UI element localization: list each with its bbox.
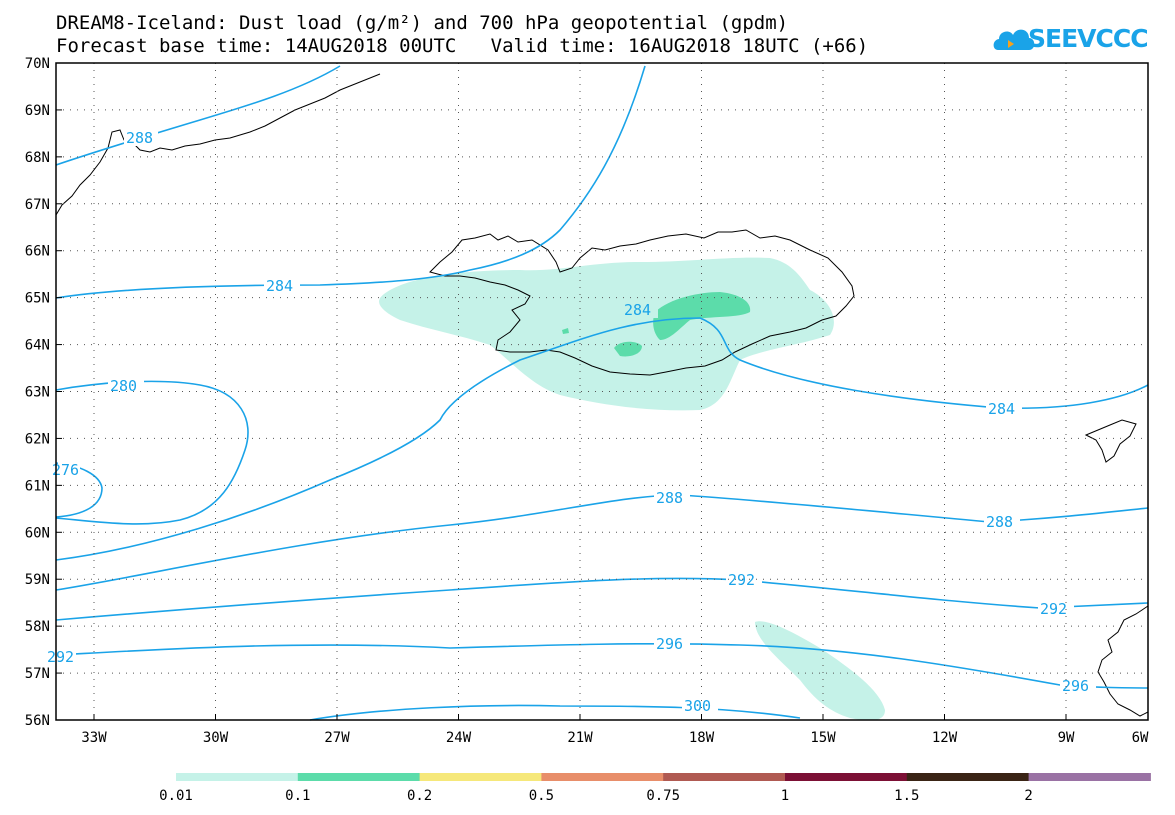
lat-label: 67N (25, 197, 50, 213)
contour-280 (55, 380, 249, 525)
lat-label: 60N (25, 525, 50, 541)
map-subtitle: Forecast base time: 14AUG2018 00UTC Vali… (56, 35, 869, 57)
lat-label: 61N (25, 478, 50, 494)
scotland-coast (1097, 605, 1149, 717)
lon-label: 18W (689, 730, 715, 746)
lon-label: 24W (446, 730, 472, 746)
iceland-coast (429, 229, 855, 376)
colorbar-label: 1.5 (894, 788, 919, 804)
lat-label: 58N (25, 619, 50, 635)
map-frame (55, 62, 1149, 721)
lon-label: 9W (1058, 730, 1075, 746)
lat-label: 65N (25, 291, 50, 307)
lat-label: 56N (25, 713, 50, 729)
grid (56, 62, 1148, 721)
lat-label: 66N (25, 244, 50, 260)
colorbar-swatch (419, 773, 542, 781)
contour-label: 276 (52, 461, 79, 479)
contour-label: 300 (684, 697, 711, 715)
colorbar-swatch (663, 773, 786, 781)
contour-288-north (55, 65, 341, 166)
lon-label: 12W (932, 730, 958, 746)
colorbar-swatch (541, 773, 664, 781)
map-title: DREAM8-Iceland: Dust load (g/m²) and 700… (56, 12, 789, 34)
lat-label: 68N (25, 150, 50, 166)
lat-label: 59N (25, 572, 50, 588)
dust-patch-2 (614, 341, 642, 357)
contour-label: 288 (126, 129, 153, 147)
contour-label: 292 (47, 648, 74, 666)
dust-shading (379, 257, 885, 721)
lon-label: 33W (81, 730, 107, 746)
contour-label: 288 (656, 489, 683, 507)
lon-label: 15W (810, 730, 836, 746)
colorbar-label: 2 (1024, 788, 1032, 804)
colorbar-swatch (906, 773, 1030, 781)
lat-label: 57N (25, 666, 50, 682)
contour-300 (309, 704, 801, 721)
logo-text: SEEVCCC (1028, 24, 1149, 53)
greenland-coast (55, 73, 381, 216)
colorbar-label: 0.2 (407, 788, 432, 804)
colorbar-swatch (176, 773, 299, 781)
lon-label: 27W (324, 730, 350, 746)
contour-292 (55, 577, 1149, 621)
dust-area-iceland (379, 257, 834, 411)
contour-label: 280 (110, 377, 137, 395)
contour-label: 284 (624, 301, 651, 319)
contour-label: 292 (1040, 600, 1067, 618)
colorbar-label: 0.75 (646, 788, 680, 804)
axis-labels: 70N 69N 68N 67N 66N 65N 64N 63N 62N 61N 60N 59N 58N 5… (25, 56, 1149, 746)
lat-label: 70N (25, 56, 50, 72)
colorbar-swatch (785, 773, 908, 781)
contour-296 (55, 642, 1149, 689)
colorbar-label: 0.1 (285, 788, 310, 804)
contour-label: 292 (728, 571, 755, 589)
lat-label: 69N (25, 103, 50, 119)
contour-284-north (55, 65, 646, 299)
contour-label: 296 (656, 635, 683, 653)
contour-284-south (55, 317, 1149, 561)
colorbar-label: 0.5 (529, 788, 554, 804)
lat-label: 62N (25, 431, 50, 447)
lon-label: 6W (1132, 730, 1149, 746)
lat-label: 63N (25, 385, 50, 401)
contour-labels: 288 284 280 276 284 284 288 288 292 292 … (47, 129, 1096, 715)
contour-label: 296 (1062, 677, 1089, 695)
coastlines (55, 73, 1149, 717)
contour-label: 284 (988, 400, 1015, 418)
contour-label: 288 (986, 513, 1013, 531)
faroe-coast (1084, 419, 1137, 463)
lat-label: 64N (25, 338, 50, 354)
colorbar-label: 1 (781, 788, 789, 804)
colorbar-swatch (297, 773, 421, 781)
dust-area-south (755, 621, 885, 721)
colorbar: 0.01 0.1 0.2 0.5 0.75 1 1.5 2 (159, 773, 1151, 804)
colorbar-label: 0.01 (159, 788, 193, 804)
contour-288-south (55, 494, 1149, 591)
lon-label: 30W (203, 730, 229, 746)
contour-label: 284 (266, 277, 293, 295)
cloud-icon (993, 29, 1035, 50)
lon-label: 21W (567, 730, 593, 746)
colorbar-swatch (1028, 773, 1151, 781)
dust-patch-3 (562, 328, 569, 334)
